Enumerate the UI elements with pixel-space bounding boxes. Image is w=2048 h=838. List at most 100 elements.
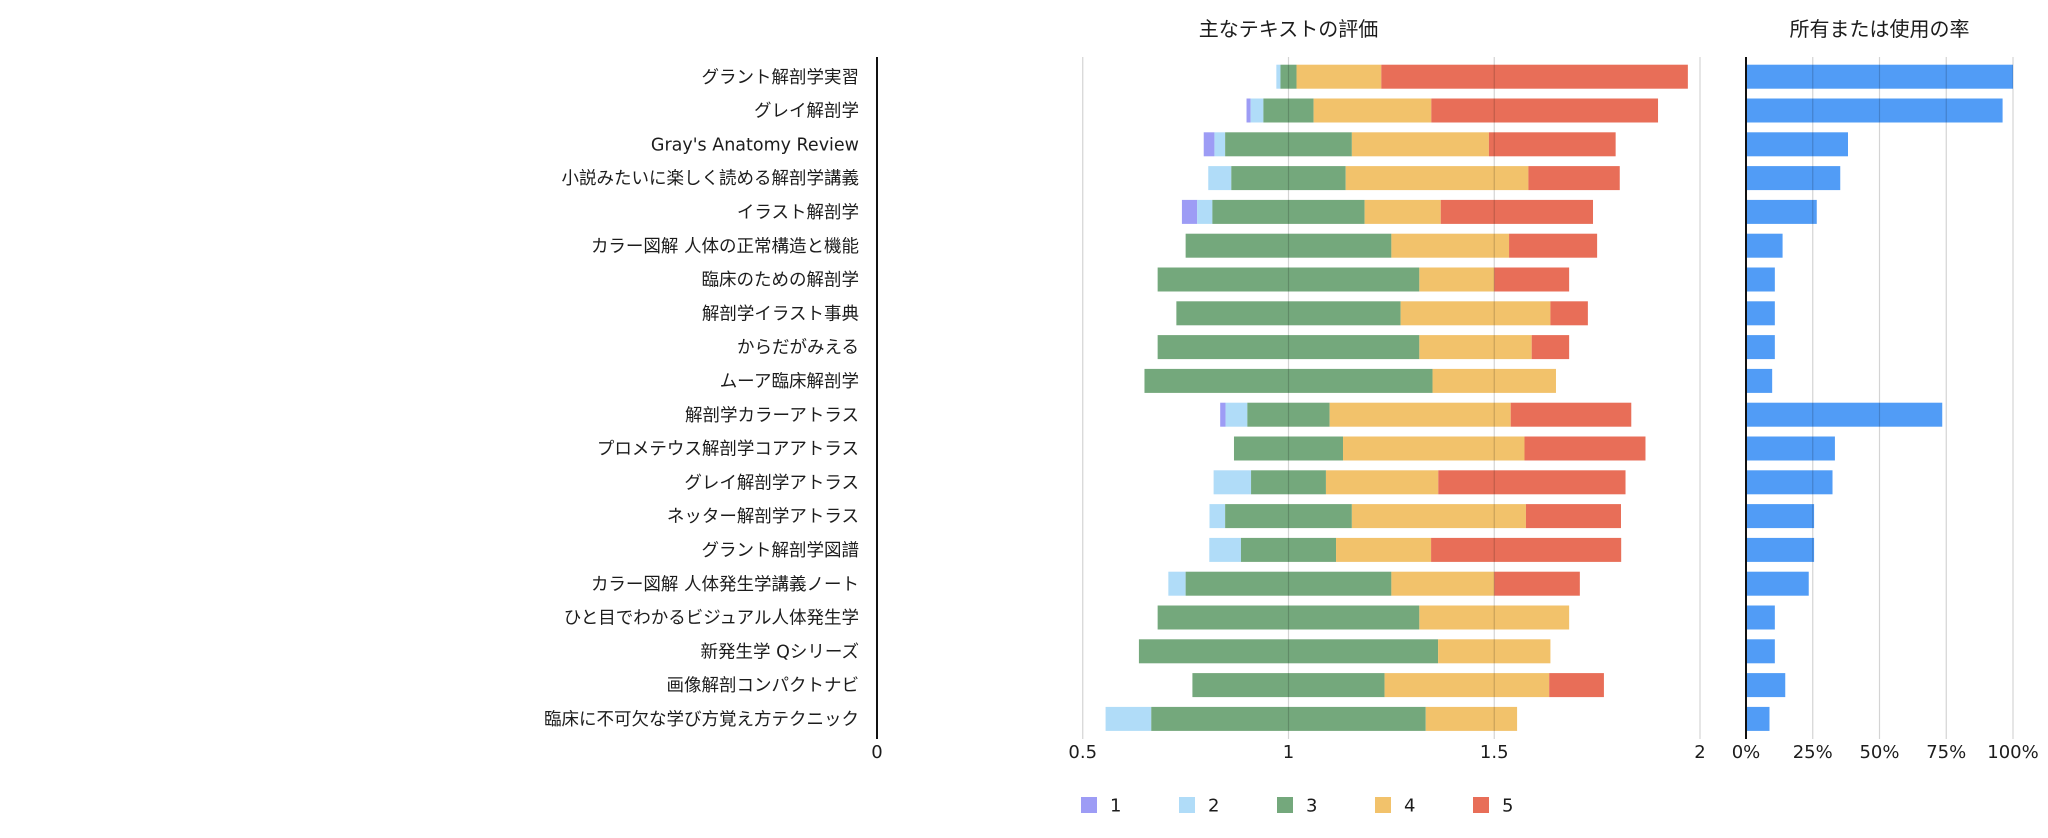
ownership-bar	[1746, 267, 1775, 292]
rating-bar-row	[1209, 504, 1621, 529]
legend-label: 3	[1306, 795, 1317, 816]
legend-label: 4	[1404, 795, 1415, 816]
rating-segment-2	[1105, 706, 1152, 731]
rating-bar-row	[1276, 64, 1688, 89]
legend-item-1: 1	[1081, 795, 1121, 816]
ownership-tick-label: 75%	[1926, 742, 1966, 763]
rating-bar-row	[1138, 639, 1551, 664]
rating-segment-3	[1225, 504, 1352, 529]
rating-segment-5	[1524, 436, 1646, 461]
category-label: グレイ解剖学アトラス	[684, 473, 859, 493]
rating-segment-2	[1250, 98, 1264, 123]
rating-segment-3	[1225, 132, 1352, 157]
rating-bar-row	[1157, 605, 1570, 630]
ownership-bar	[1746, 673, 1786, 698]
rating-segment-2	[1276, 64, 1281, 89]
rating-segment-3	[1233, 436, 1344, 461]
category-label: ネッター解剖学アトラス	[667, 507, 859, 527]
ownership-bar	[1746, 402, 1943, 427]
rating-segment-4	[1345, 166, 1529, 191]
rating-segment-4	[1419, 605, 1570, 630]
ownership-bar	[1746, 639, 1775, 664]
rating-segment-2	[1213, 470, 1252, 495]
rating-bar-row	[1220, 402, 1632, 427]
ownership-bar	[1746, 233, 1783, 258]
ownership-bar	[1746, 64, 2013, 89]
ownership-bar	[1746, 706, 1770, 731]
rating-bar-row	[1157, 335, 1570, 360]
rating-segment-3	[1157, 605, 1420, 630]
ownership-bar	[1746, 301, 1775, 326]
legend-item-5: 5	[1473, 795, 1513, 816]
rating-tick-label: 1.5	[1480, 742, 1509, 763]
rating-segment-5	[1494, 571, 1580, 596]
legend-item-2: 2	[1179, 795, 1219, 816]
rating-segment-3	[1231, 166, 1346, 191]
rating-segment-5	[1549, 673, 1604, 698]
legend: 1 2 3 4 5	[1081, 795, 1513, 816]
rating-segment-5	[1509, 233, 1598, 258]
rating-segment-5	[1531, 335, 1570, 360]
rating-segment-4	[1343, 436, 1525, 461]
rating-segment-3	[1192, 673, 1385, 698]
rating-segment-5	[1381, 64, 1688, 89]
rating-segment-5	[1550, 301, 1588, 326]
ownership-chart	[1746, 64, 2013, 731]
rating-tick-label: 0.5	[1068, 742, 1097, 763]
ownership-bar	[1746, 98, 2003, 123]
legend-swatch	[1179, 797, 1195, 813]
rating-segment-1	[1181, 199, 1198, 224]
rating-segment-2	[1168, 571, 1186, 596]
legend-label: 1	[1110, 795, 1121, 816]
rating-bar-row	[1157, 267, 1570, 292]
legend-swatch	[1277, 797, 1293, 813]
rating-tick-label: 0	[871, 742, 882, 763]
rating-bar-row	[1209, 537, 1622, 562]
rating-segment-2	[1197, 199, 1213, 224]
rating-segment-1	[1246, 98, 1251, 123]
rating-tick-label: 1	[1283, 742, 1294, 763]
category-label: 解剖学カラーアトラス	[685, 406, 859, 426]
ownership-bar	[1746, 470, 1833, 495]
rating-segment-4	[1351, 504, 1526, 529]
rating-segment-4	[1400, 301, 1551, 326]
ownership-tick-label: 0%	[1732, 742, 1761, 763]
rating-segment-5	[1440, 199, 1594, 224]
rating-bar-row	[1181, 199, 1594, 224]
rating-segment-1	[1220, 402, 1226, 427]
rating-segment-3	[1263, 98, 1314, 123]
chart-titles: 主なテキストの評価 所有または使用の率	[1199, 17, 1970, 41]
rating-segment-3	[1251, 470, 1326, 495]
tick-labels: 0 0.5 1 1.5 2 0% 25% 50% 75% 100%	[871, 742, 2038, 763]
rating-tick-label: 2	[1694, 742, 1705, 763]
axes	[876, 57, 1747, 739]
category-label: 臨床のための解剖学	[702, 271, 860, 291]
rating-segment-5	[1494, 267, 1570, 292]
ownership-bar	[1746, 199, 1817, 224]
category-label: カラー図解 人体の正常構造と機能	[591, 237, 859, 257]
category-label: ひと目でわかるビジュアル人体発生学	[564, 609, 859, 629]
ownership-tick-label: 50%	[1859, 742, 1899, 763]
rating-segment-3	[1240, 537, 1337, 562]
rating-chart	[1105, 64, 1688, 731]
rating-bar-row	[1176, 301, 1588, 326]
rating-segment-4	[1391, 233, 1510, 258]
ownership-bar	[1746, 537, 1815, 562]
rating-segment-3	[1144, 368, 1433, 393]
rating-segment-4	[1313, 98, 1432, 123]
gridlines	[1082, 57, 2014, 739]
rating-segment-4	[1425, 706, 1518, 731]
rating-segment-4	[1336, 537, 1432, 562]
ownership-bar	[1746, 166, 1841, 191]
rating-segment-5	[1431, 98, 1659, 123]
rating-bar-row	[1168, 571, 1580, 596]
category-label: グラント解剖学実習	[702, 68, 860, 88]
category-label: ムーア臨床解剖学	[720, 372, 859, 392]
ownership-bar	[1746, 368, 1773, 393]
rating-bar-row	[1144, 368, 1556, 393]
rating-segment-3	[1280, 64, 1297, 89]
category-label: Gray's Anatomy Review	[651, 135, 859, 155]
rating-segment-3	[1185, 233, 1392, 258]
rating-segment-3	[1185, 571, 1392, 596]
